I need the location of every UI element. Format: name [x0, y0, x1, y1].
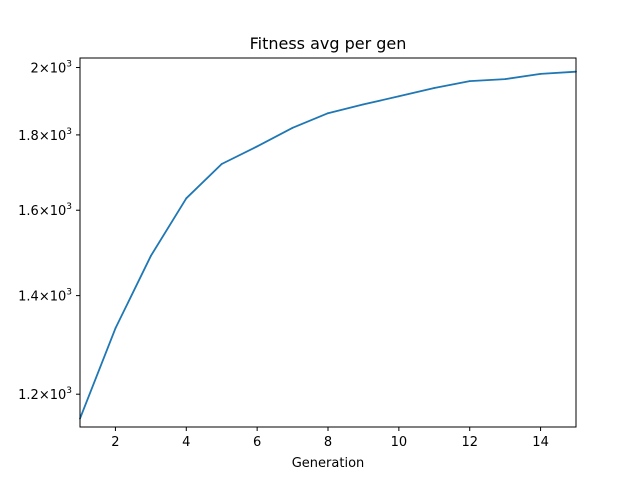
y-tick-label: 1.6×103: [18, 202, 72, 219]
axes-ticks: 2 4 6 8 10 12 14 1.2×103 1.4×103 1.6×103 1.8×103 2×…: [18, 60, 549, 450]
data-point: [114, 327, 117, 330]
x-tick-label: 8: [324, 435, 332, 450]
data-point: [150, 254, 152, 257]
data-point: [185, 197, 188, 200]
data-point: [504, 78, 506, 80]
data-point: [220, 163, 223, 165]
x-tick-label: 14: [532, 435, 549, 450]
data-point: [362, 103, 365, 106]
x-tick-label: 10: [391, 435, 408, 450]
data-point: [539, 73, 542, 75]
x-tick-label: 12: [461, 435, 478, 450]
data-point: [398, 95, 400, 98]
x-axis-label: Generation: [292, 456, 365, 471]
y-tick-label: 1.8×103: [18, 127, 72, 144]
chart-title: Fitness avg per gen: [250, 34, 407, 53]
data-point: [256, 145, 258, 148]
y-tick-label: 1.4×103: [18, 288, 72, 305]
x-tick-label: 4: [182, 435, 190, 450]
x-tick-label: 6: [253, 435, 261, 450]
y-tick-label: 1.2×103: [18, 386, 72, 403]
data-point: [433, 87, 436, 89]
data-point: [468, 80, 471, 82]
data-point: [327, 112, 329, 115]
x-tick-label: 2: [111, 435, 119, 450]
data-point: [291, 126, 294, 129]
axes-frame: [79, 57, 577, 428]
y-tick-label: 2×103: [31, 60, 72, 77]
